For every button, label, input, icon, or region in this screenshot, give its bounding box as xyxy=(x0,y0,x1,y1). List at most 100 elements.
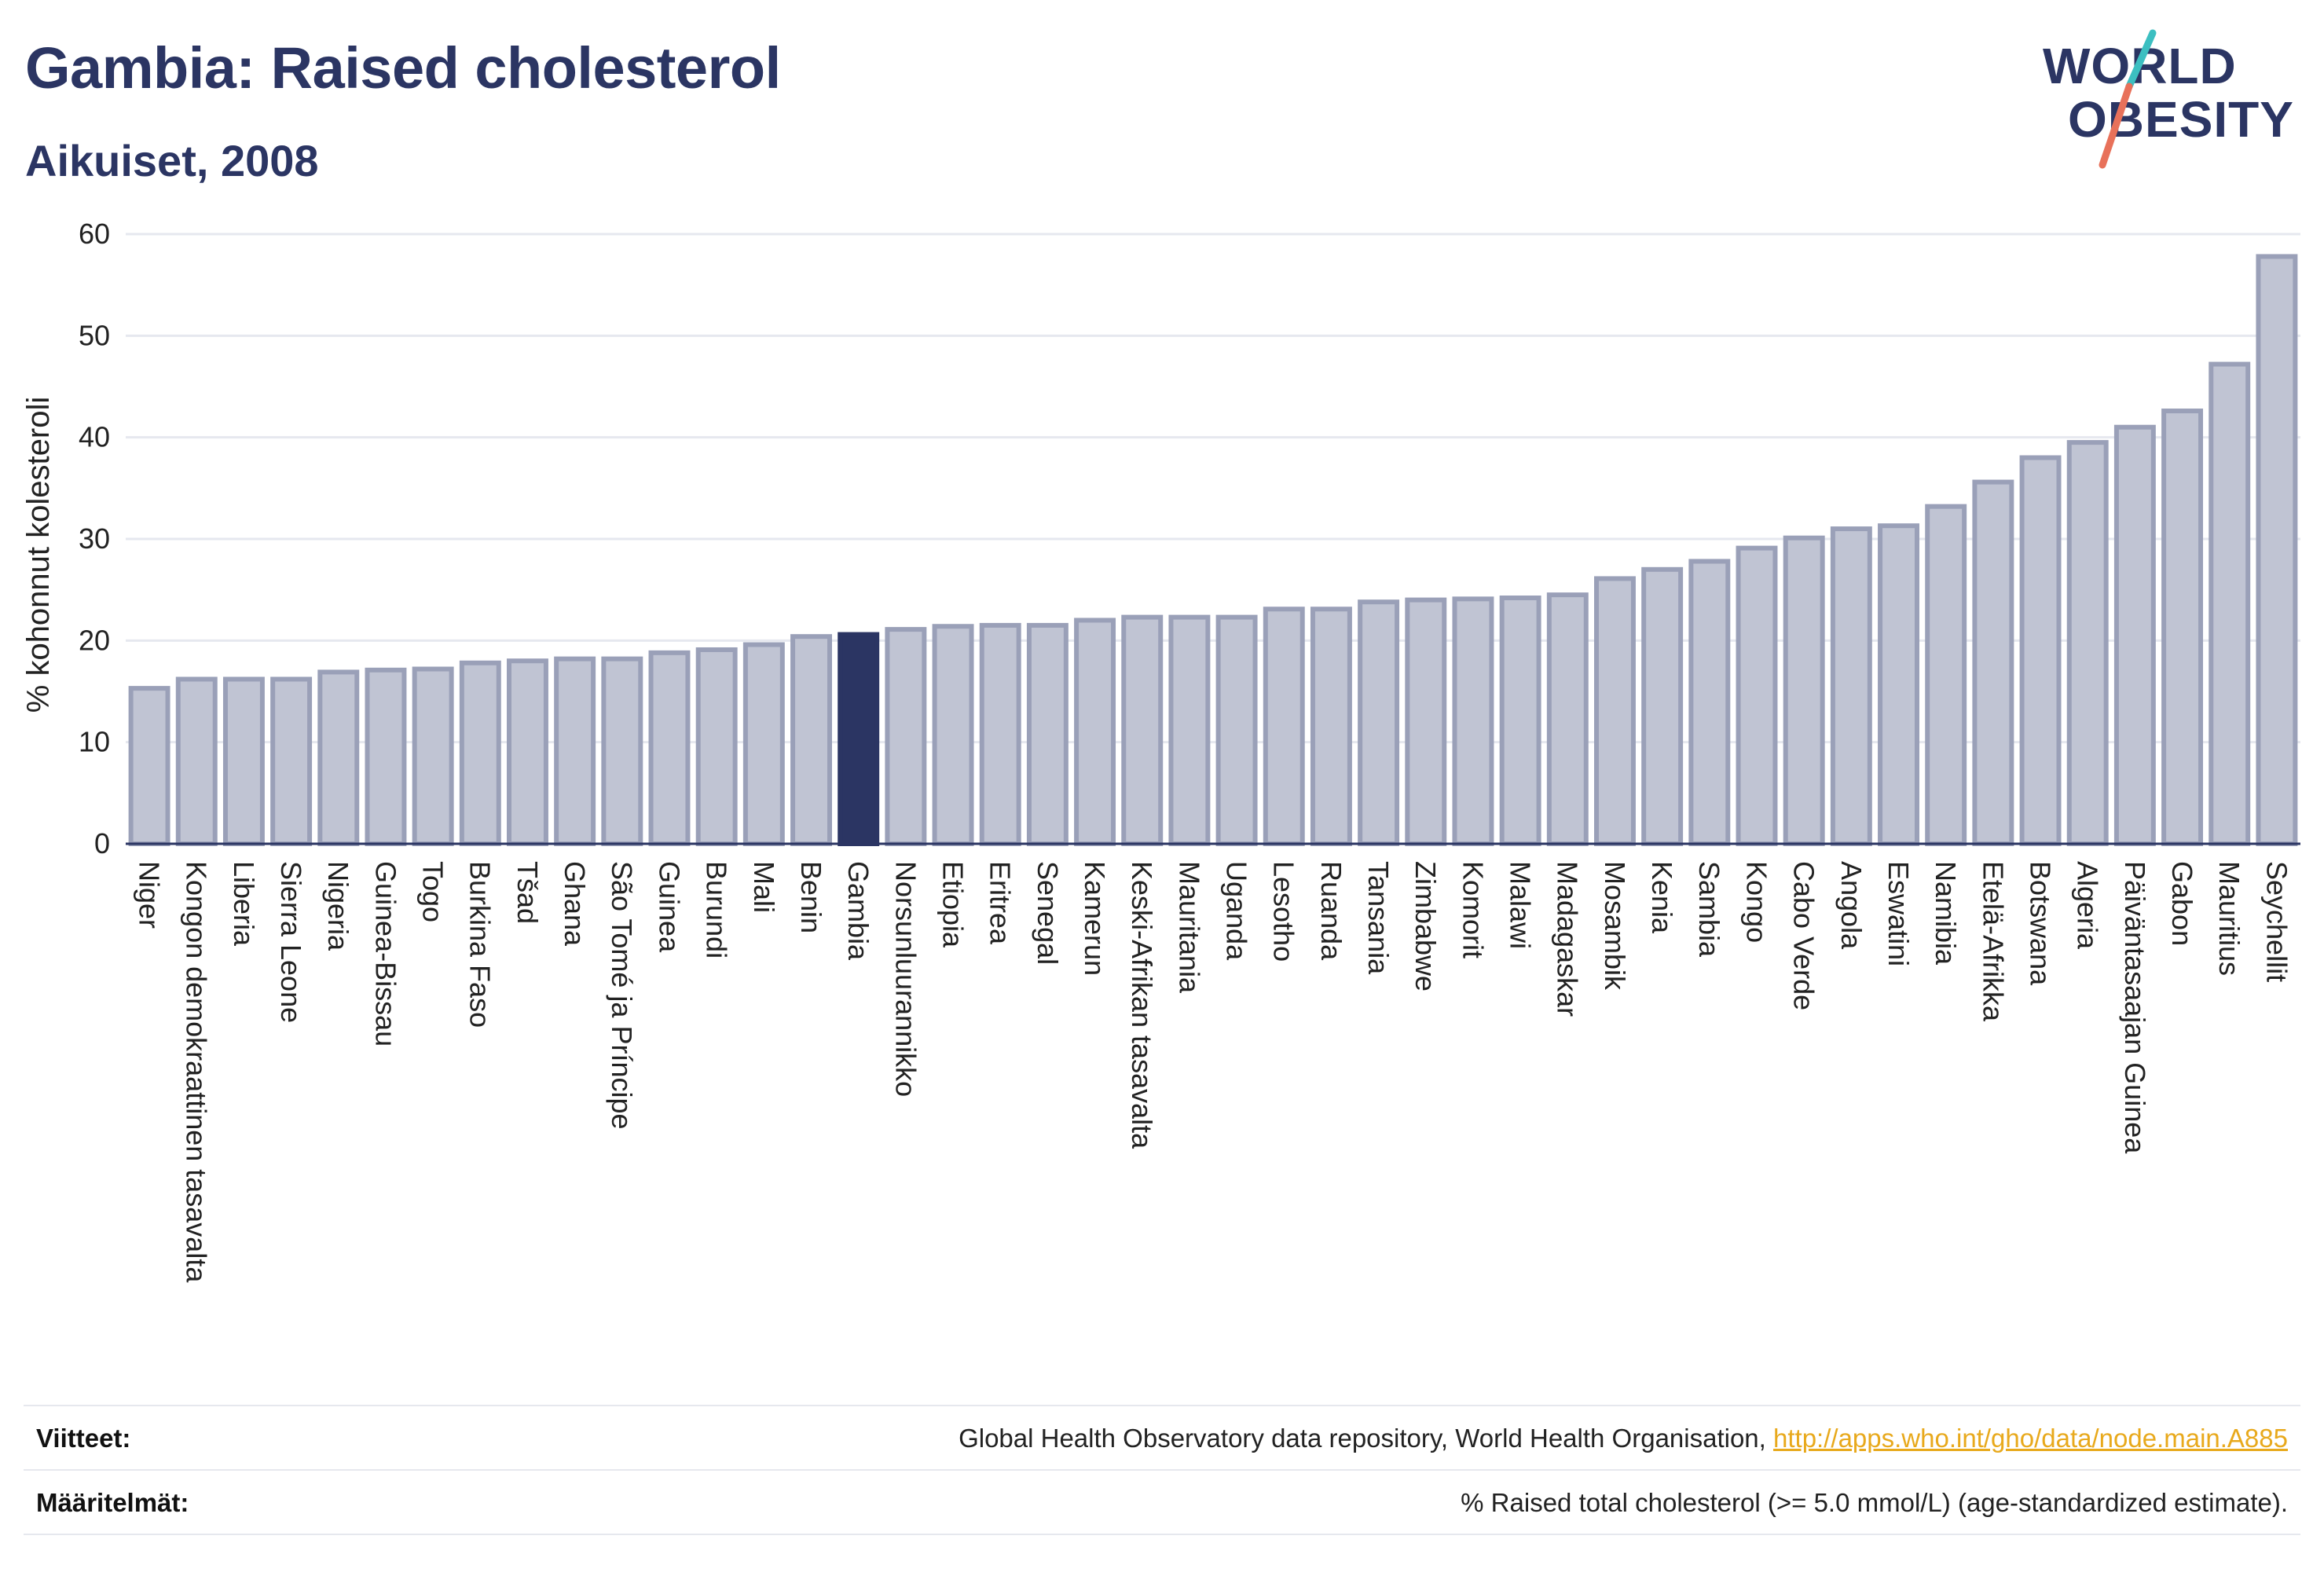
bar xyxy=(1074,618,1116,846)
x-tick-label: Malawi xyxy=(1505,861,1537,949)
bar xyxy=(1452,596,1494,846)
bar xyxy=(1641,566,1684,846)
bar xyxy=(1358,599,1400,846)
bar xyxy=(1688,559,1731,846)
x-tick-label: Komorit xyxy=(1457,861,1489,958)
y-tick-label: 30 xyxy=(79,522,110,555)
x-tick-label: Guinea xyxy=(653,861,685,953)
x-tick-label: Sierra Leone xyxy=(275,861,307,1023)
bar xyxy=(317,669,360,847)
bar xyxy=(554,656,596,847)
x-tick-label: Mauritania xyxy=(1173,861,1205,994)
sources-description: Global Health Observatory data repositor… xyxy=(959,1424,1774,1453)
x-tick-label: Sambia xyxy=(1693,861,1725,958)
chart-title: Gambia: Raised cholesterol xyxy=(25,35,781,101)
bar xyxy=(979,622,1021,847)
bar xyxy=(2113,424,2156,846)
x-tick-label: Norsunluurannikko xyxy=(889,861,922,1097)
bar xyxy=(1405,597,1447,846)
bar xyxy=(2066,440,2109,846)
chart-subtitle: Aikuiset, 2008 xyxy=(25,136,319,185)
bar xyxy=(2161,409,2204,847)
bar xyxy=(885,627,927,847)
x-tick-label: Eswatini xyxy=(1882,861,1915,966)
bar xyxy=(412,666,454,847)
x-tick-label: Angola xyxy=(1835,861,1868,950)
bar-highlighted xyxy=(838,632,880,846)
x-tick-label: Lesotho xyxy=(1268,861,1300,962)
y-tick-label: 10 xyxy=(79,726,110,758)
bar xyxy=(1026,622,1069,847)
x-tick-label: Ghana xyxy=(559,861,591,947)
x-tick-label: Kongo xyxy=(1740,861,1772,943)
x-tick-label: Nigeria xyxy=(322,861,354,951)
x-tick-label: Uganda xyxy=(1220,861,1252,961)
x-tick-label: Tšad xyxy=(511,861,544,924)
x-tick-label: Botswana xyxy=(2024,861,2056,986)
bar xyxy=(1168,614,1211,846)
y-tick-label: 50 xyxy=(79,319,110,351)
bar xyxy=(1215,614,1258,846)
bar xyxy=(507,658,548,847)
x-tick-label: Niger xyxy=(133,861,165,929)
bar xyxy=(2256,254,2298,847)
bar xyxy=(222,676,265,846)
bar xyxy=(175,676,218,846)
bar xyxy=(1783,535,1825,846)
x-tick-label: Senegal xyxy=(1032,861,1064,965)
bar xyxy=(365,667,407,847)
x-tick-label: Kamerun xyxy=(1079,861,1111,976)
definitions-label: Määritelmät: xyxy=(36,1488,189,1517)
y-tick-label: 40 xyxy=(79,421,110,453)
bars xyxy=(128,254,2298,847)
x-axis-tick-labels: Niger Kongon demokraattinen tasavalta Libe… xyxy=(133,861,2293,1283)
bar xyxy=(1736,545,1778,846)
bar xyxy=(601,656,643,847)
x-tick-label: São Tomé ja Príncipe xyxy=(606,861,638,1130)
bar xyxy=(270,676,313,846)
x-tick-label: Burkina Faso xyxy=(464,861,497,1028)
x-tick-label: Gambia xyxy=(842,861,874,961)
x-tick-label: Benin xyxy=(795,861,827,933)
x-tick-label: Namibia xyxy=(1930,861,1962,966)
definitions-row: Määritelmät: % Raised total cholesterol … xyxy=(24,1469,2300,1534)
y-tick-label: 20 xyxy=(79,624,110,656)
logo-word-obesity: OBESITY xyxy=(2068,91,2294,148)
bar xyxy=(932,624,974,847)
bar xyxy=(695,647,738,846)
x-tick-label: Seychellit xyxy=(2260,861,2293,982)
definitions-text: % Raised total cholesterol (>= 5.0 mmol/… xyxy=(1461,1488,2288,1517)
bar xyxy=(1310,607,1352,846)
x-tick-label: Päiväntasaajan Guinea xyxy=(2119,861,2151,1154)
x-tick-label: Cabo Verde xyxy=(1788,861,1820,1010)
bar xyxy=(128,686,170,846)
sources-link[interactable]: http://apps.who.int/gho/data/node.main.A… xyxy=(1773,1424,2288,1453)
bar xyxy=(1925,504,1967,846)
x-tick-label: Kongon demokraattinen tasavalta xyxy=(181,861,213,1283)
bar xyxy=(1594,576,1636,846)
x-tick-label: Mosambik xyxy=(1599,861,1631,991)
x-tick-label: Mali xyxy=(748,861,780,913)
x-tick-label: Mauritius xyxy=(2213,861,2245,976)
bar xyxy=(648,650,691,846)
y-axis-label: % kohonnut kolesteroli xyxy=(21,397,56,713)
y-axis-ticks: 0 10 20 30 40 50 60 xyxy=(79,218,110,859)
y-tick-label: 0 xyxy=(94,827,110,859)
x-tick-label: Eritrea xyxy=(984,861,1017,945)
bar xyxy=(459,660,501,847)
bar xyxy=(790,634,832,846)
x-tick-label: Liberia xyxy=(228,861,260,947)
x-tick-label: Madagaskar xyxy=(1552,861,1584,1017)
logo-slash-icon xyxy=(2099,29,2157,169)
footer-divider xyxy=(24,1534,2300,1535)
sources-text: Global Health Observatory data repositor… xyxy=(959,1424,2288,1453)
x-tick-label: Tansania xyxy=(1362,861,1395,975)
x-tick-label: Guinea-Bissau xyxy=(369,861,401,1046)
x-tick-label: Zimbabwe xyxy=(1409,861,1442,991)
sources-label: Viitteet: xyxy=(36,1424,131,1453)
sources-row: Viitteet: Global Health Observatory data… xyxy=(24,1405,2300,1469)
x-tick-label: Gabon xyxy=(2166,861,2198,946)
x-tick-label: Ruanda xyxy=(1315,861,1347,961)
x-tick-label: Togo xyxy=(417,861,449,922)
world-obesity-logo: WORLD OBESITY xyxy=(2043,19,2310,169)
